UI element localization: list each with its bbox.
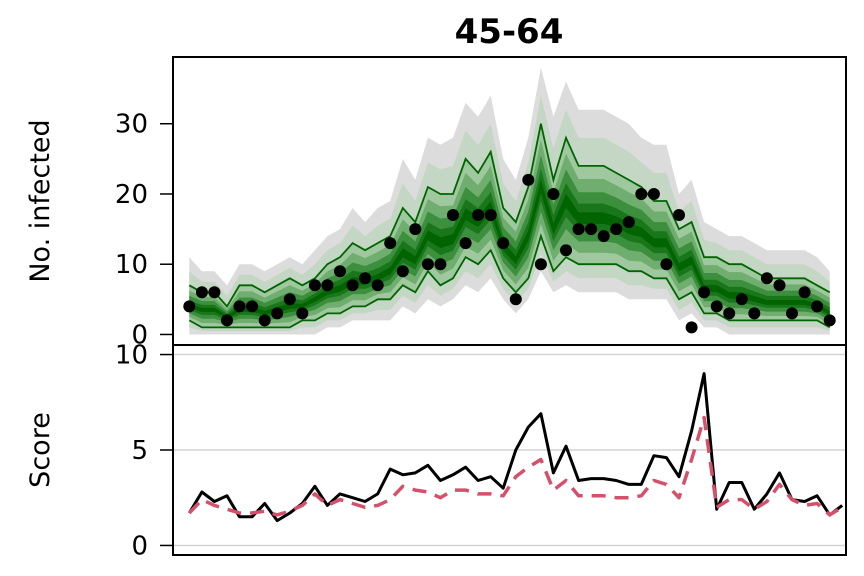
- observed-point: [798, 286, 811, 299]
- observed-point: [434, 258, 447, 271]
- observed-point: [447, 209, 459, 221]
- bottom-panel-gridlines: [173, 353, 846, 547]
- observed-point: [673, 209, 685, 221]
- y-tick-label: 10: [115, 341, 148, 371]
- observed-point: [522, 173, 535, 186]
- observed-point: [283, 293, 296, 306]
- observed-point: [635, 188, 648, 200]
- observed-point: [597, 230, 610, 243]
- observed-point: [195, 286, 208, 299]
- bottom-panel-y-axis: 0 5 10: [115, 341, 173, 561]
- y-tick-label: 30: [115, 110, 148, 140]
- y-tick-label: 20: [115, 180, 148, 210]
- observed-point: [346, 279, 359, 292]
- observed-point: [509, 293, 522, 306]
- observed-point: [685, 321, 698, 334]
- observed-point: [296, 307, 309, 320]
- top-panel-bands: [189, 67, 830, 335]
- observed-point: [409, 223, 422, 236]
- observed-point: [308, 279, 321, 292]
- top-panel-points: [183, 173, 836, 334]
- observed-point: [484, 209, 497, 221]
- observed-point: [647, 188, 660, 200]
- y-tick-label: 0: [131, 531, 148, 561]
- observed-point: [698, 286, 711, 299]
- observed-point: [396, 265, 409, 278]
- observed-point: [585, 223, 598, 236]
- y-tick-label: 5: [131, 436, 148, 466]
- top-panel-interval-lines: [188, 123, 831, 329]
- lower-interval-line: [188, 233, 831, 329]
- observed-point: [334, 265, 346, 278]
- observed-point: [183, 300, 196, 313]
- observed-point: [246, 300, 259, 313]
- observed-point: [572, 223, 585, 236]
- chart-title: 45-64: [455, 12, 564, 52]
- observed-point: [610, 223, 623, 236]
- observed-point: [472, 209, 485, 221]
- score-line-solid: [188, 372, 844, 523]
- observed-point: [321, 279, 334, 292]
- observed-point: [723, 307, 736, 320]
- observed-point: [221, 314, 233, 327]
- observed-point: [735, 293, 748, 306]
- observed-point: [497, 237, 510, 250]
- observed-point: [547, 188, 560, 200]
- y-tick-label: 0: [131, 320, 148, 350]
- score-line-dashed: [188, 415, 844, 517]
- observed-point: [208, 286, 221, 299]
- bottom-panel-lines: [188, 372, 844, 523]
- upper-interval-line: [188, 123, 831, 308]
- top-y-axis-label: No. infected: [25, 119, 56, 282]
- top-panel-y-axis: 0 10 20 30: [115, 110, 173, 350]
- observed-point: [233, 300, 246, 313]
- observed-point: [660, 258, 673, 271]
- y-tick-label: 10: [115, 250, 148, 280]
- observed-point: [560, 244, 572, 257]
- observed-point: [786, 307, 798, 320]
- observed-point: [748, 307, 761, 320]
- observed-point: [421, 258, 434, 271]
- observed-point: [359, 272, 372, 285]
- observed-point: [622, 216, 635, 229]
- bottom-y-axis-label: Score: [25, 412, 56, 488]
- observed-point: [710, 300, 723, 313]
- observed-point: [760, 272, 773, 285]
- observed-point: [534, 258, 547, 271]
- observed-point: [371, 279, 384, 292]
- observed-point: [258, 314, 271, 327]
- observed-point: [271, 307, 284, 320]
- observed-point: [384, 237, 397, 250]
- observed-point: [811, 300, 824, 313]
- observed-point: [823, 314, 836, 327]
- observed-point: [773, 279, 786, 292]
- observed-point: [459, 237, 472, 250]
